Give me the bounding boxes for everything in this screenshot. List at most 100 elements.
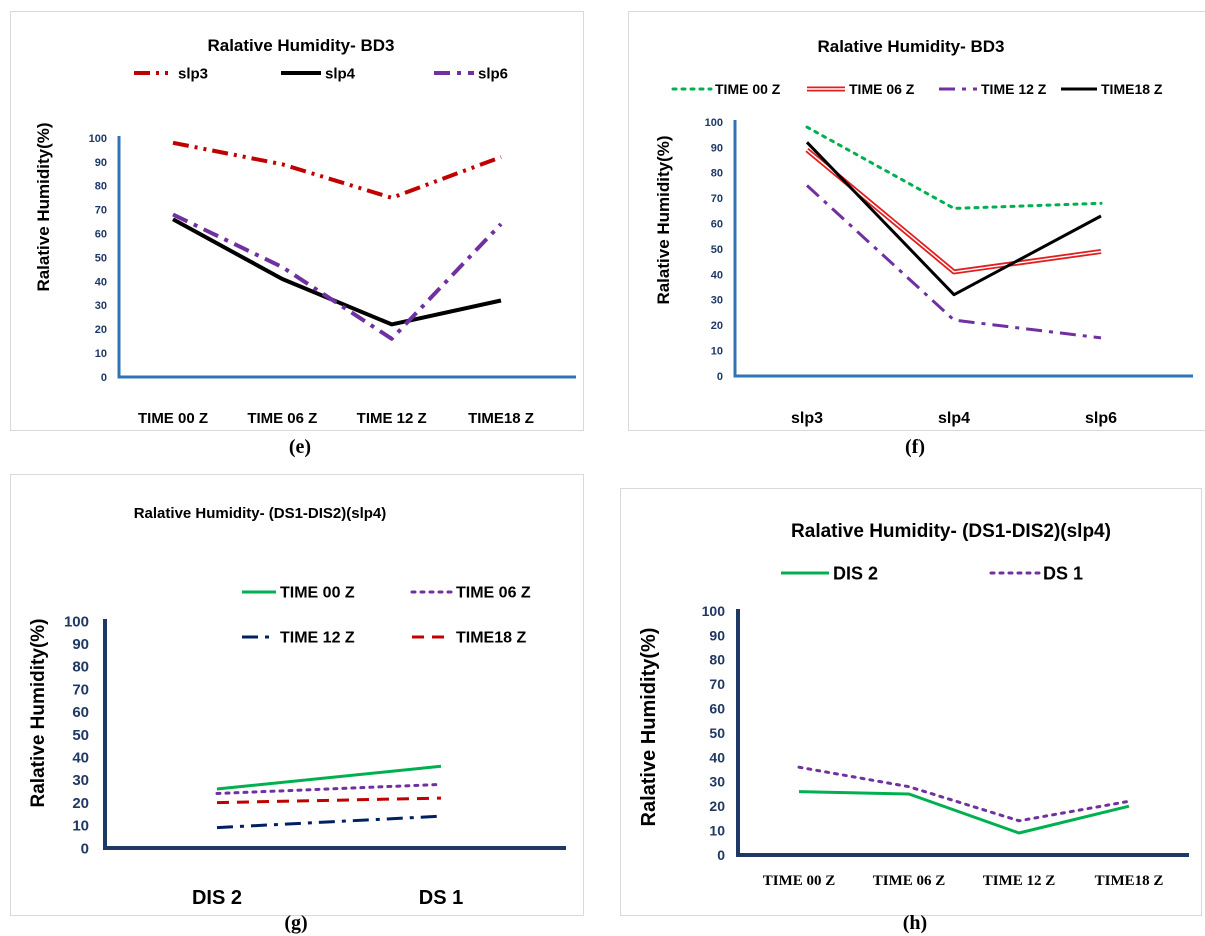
x-tick-label: TIME18 Z (468, 410, 534, 427)
series-line-0 (172, 140, 502, 200)
y-tick-label: 40 (72, 749, 89, 766)
y-tick-label: 70 (72, 681, 89, 698)
caption-e: (e) (288, 436, 312, 458)
y-tick-label: 100 (64, 613, 89, 630)
y-tick-label: 80 (711, 168, 723, 180)
series-line-2 (216, 814, 442, 830)
x-tick-label: slp3 (791, 410, 823, 427)
series-line-1-inner (806, 149, 1102, 273)
chart-h: Ralative Humidity- (DS1-DIS2)(slp4) Ralat… (638, 521, 1189, 889)
series-line-1 (215, 782, 443, 795)
series-line-0 (798, 790, 1130, 835)
legend-label: DS 1 (1043, 563, 1083, 583)
chart-title: Ralative Humidity- (DS1-DIS2)(slp4) (134, 505, 387, 522)
y-tick-label: 0 (101, 372, 107, 384)
y-tick-label: 30 (95, 300, 107, 312)
y-tick-label: 70 (711, 193, 723, 205)
caption-g: (g) (284, 912, 308, 934)
x-tick-label: slp6 (1085, 410, 1117, 427)
chart-f: Ralative Humidity- BD3 Ralative Humidity(… (654, 37, 1193, 427)
chart-g: Ralative Humidity- (DS1-DIS2)(slp4) Ralat… (28, 505, 566, 909)
y-tick-label: 10 (95, 348, 107, 360)
y-tick-label: 90 (711, 142, 723, 154)
y-tick-label: 80 (709, 652, 725, 668)
x-tick-label: slp4 (938, 410, 970, 427)
y-axis-label: Ralative Humidity(%) (34, 122, 53, 291)
legend-label: TIME 06 Z (849, 81, 915, 97)
series-line-1 (797, 765, 1131, 823)
caption-f: (f) (905, 436, 925, 458)
y-tick-label: 30 (711, 295, 723, 307)
y-tick-label: 50 (709, 725, 725, 741)
y-tick-label: 40 (711, 269, 723, 281)
y-tick-label: 80 (72, 659, 89, 676)
legend-label: TIME18 Z (1101, 81, 1163, 97)
chart-panel-f: Ralative Humidity- BD3 Ralative Humidity(… (628, 11, 1205, 431)
chart-panel-e: Ralative Humidity- BD3 Ralative Humidity(… (10, 11, 584, 431)
x-tick-label: TIME 06 Z (247, 410, 317, 427)
y-tick-label: 10 (709, 823, 725, 839)
chart-title: Ralative Humidity- (DS1-DIS2)(slp4) (791, 521, 1111, 542)
series-line-0 (805, 125, 1103, 210)
legend-label: TIME 00 Z (715, 81, 781, 97)
y-tick-label: 30 (709, 774, 725, 790)
y-tick-label: 20 (72, 795, 89, 812)
legend-label: TIME 12 Z (280, 630, 355, 647)
y-tick-label: 10 (72, 818, 89, 835)
y-tick-label: 0 (717, 847, 725, 863)
chart-panel-g: Ralative Humidity- (DS1-DIS2)(slp4) Ralat… (10, 474, 584, 916)
series-line-1 (172, 217, 502, 327)
y-tick-label: 50 (95, 252, 107, 264)
chart-title: Ralative Humidity- BD3 (207, 36, 394, 55)
y-tick-label: 60 (709, 701, 725, 717)
y-tick-label: 60 (711, 218, 723, 230)
y-tick-label: 20 (95, 324, 107, 336)
legend-label: TIME 06 Z (456, 585, 531, 602)
y-tick-label: 50 (711, 244, 723, 256)
y-tick-label: 20 (711, 320, 723, 332)
x-tick-label: TIME 00 Z (138, 410, 208, 427)
chart-e: Ralative Humidity- BD3 Ralative Humidity(… (34, 36, 576, 427)
y-tick-label: 30 (72, 772, 89, 789)
y-tick-label: 60 (72, 704, 89, 721)
series-line-3 (805, 141, 1102, 297)
y-tick-label: 50 (72, 727, 89, 744)
y-tick-label: 100 (705, 117, 723, 129)
legend-label: TIME 00 Z (280, 585, 355, 602)
legend-label: TIME 12 Z (981, 81, 1047, 97)
series-line-2 (172, 212, 503, 341)
x-tick-label: DIS 2 (192, 887, 242, 909)
y-axis-label: Ralative Humidity(%) (654, 135, 673, 304)
y-tick-label: 80 (95, 181, 107, 193)
y-tick-label: 60 (95, 228, 107, 240)
series-line-3 (216, 796, 442, 805)
chart-title: Ralative Humidity- BD3 (817, 37, 1004, 56)
x-tick-label: TIME 12 Z (983, 873, 1056, 889)
x-tick-label: DS 1 (419, 887, 463, 909)
y-tick-label: 20 (709, 798, 725, 814)
y-tick-label: 90 (72, 636, 89, 653)
x-tick-label: TIME 06 Z (873, 873, 946, 889)
y-tick-label: 40 (709, 749, 725, 765)
caption-h: (h) (902, 912, 928, 934)
y-tick-label: 70 (709, 676, 725, 692)
y-tick-label: 100 (89, 133, 107, 145)
chart-panel-h: Ralative Humidity- (DS1-DIS2)(slp4) Ralat… (620, 488, 1202, 916)
y-tick-label: 70 (95, 205, 107, 217)
legend-label: TIME18 Z (456, 630, 526, 647)
y-axis-label: Ralative Humidity(%) (28, 619, 49, 808)
x-tick-label: TIME 00 Z (763, 873, 836, 889)
legend-label: slp3 (178, 65, 208, 82)
y-tick-label: 90 (709, 627, 725, 643)
series-line-1 (805, 147, 1102, 275)
legend-label: slp6 (478, 65, 508, 82)
y-tick-label: 0 (717, 371, 723, 383)
y-tick-label: 10 (711, 345, 723, 357)
y-tick-label: 0 (81, 840, 89, 857)
y-tick-label: 100 (702, 603, 726, 619)
x-tick-label: TIME18 Z (1095, 873, 1164, 889)
series-line-2 (805, 184, 1102, 340)
y-axis-label: Ralative Humidity(%) (638, 628, 660, 827)
series-line-0 (216, 764, 442, 791)
y-tick-label: 40 (95, 276, 107, 288)
